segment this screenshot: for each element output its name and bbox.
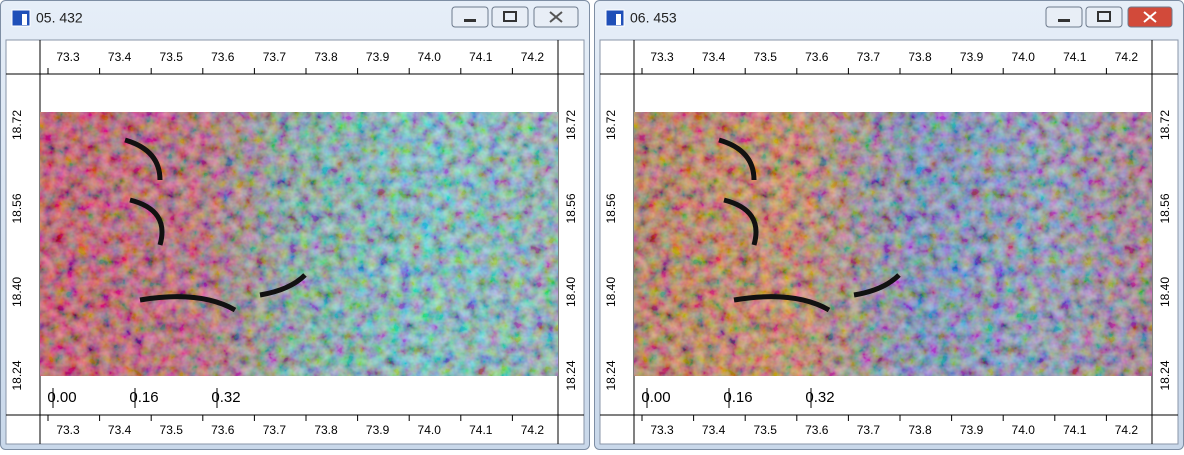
window-title: 06. 453 <box>630 10 677 26</box>
bottom-tick-label: 73.9 <box>366 423 390 437</box>
window-title: 05. 432 <box>36 10 83 26</box>
window: 05. 432 73.3 73.4 73.5 73.6 73.7 73.8 73.9 74.0 7… <box>1 1 590 450</box>
satellite-texture <box>40 112 558 376</box>
top-tick-label: 74.1 <box>1063 50 1087 64</box>
maximize-button[interactable] <box>492 7 528 27</box>
minimize-button[interactable] <box>452 7 488 27</box>
window-icon <box>606 10 624 26</box>
right-tick-label: 18.72 <box>1158 110 1172 140</box>
top-tick-label: 74.0 <box>1012 50 1036 64</box>
left-tick-label: 18.24 <box>604 360 618 390</box>
bottom-tick-label: 73.4 <box>108 423 132 437</box>
desktop: 05. 432 73.3 73.4 73.5 73.6 73.7 73.8 73.9 74.0 7… <box>0 0 1184 450</box>
bottom-tick-label: 73.6 <box>211 423 235 437</box>
right-tick-label: 18.24 <box>1158 360 1172 390</box>
scale-label: 0.32 <box>805 389 834 406</box>
left-tick-label: 18.56 <box>10 193 24 223</box>
left-tick-label: 18.24 <box>10 360 24 390</box>
satellite-texture <box>634 112 1152 376</box>
bottom-tick-label: 74.0 <box>418 423 442 437</box>
scale-label: 0.16 <box>723 389 752 406</box>
right-tick-label: 18.40 <box>564 277 578 307</box>
top-tick-label: 73.8 <box>908 50 932 64</box>
top-tick-label: 73.4 <box>108 50 132 64</box>
top-tick-label: 73.3 <box>650 50 674 64</box>
top-tick-label: 73.5 <box>160 50 184 64</box>
right-tick-label: 18.24 <box>564 360 578 390</box>
bottom-tick-label: 73.7 <box>857 423 881 437</box>
top-tick-label: 73.8 <box>314 50 338 64</box>
bottom-tick-label: 73.5 <box>754 423 778 437</box>
scale-label: 0.16 <box>129 389 158 406</box>
top-tick-label: 73.3 <box>56 50 80 64</box>
top-tick-label: 74.2 <box>521 50 545 64</box>
maximize-button[interactable] <box>1086 7 1122 27</box>
left-tick-label: 18.40 <box>10 277 24 307</box>
bottom-tick-label: 74.2 <box>1115 423 1139 437</box>
scale-label: 0.32 <box>211 389 240 406</box>
top-tick-label: 74.2 <box>1115 50 1139 64</box>
bottom-tick-label: 73.3 <box>56 423 80 437</box>
top-tick-label: 73.5 <box>754 50 778 64</box>
left-tick-label: 18.40 <box>604 277 618 307</box>
scale-label: 0.00 <box>641 389 670 406</box>
right-tick-label: 18.56 <box>564 193 578 223</box>
top-tick-label: 73.9 <box>366 50 390 64</box>
bottom-tick-label: 74.1 <box>1063 423 1087 437</box>
bottom-tick-label: 73.8 <box>314 423 338 437</box>
right-tick-label: 18.56 <box>1158 193 1172 223</box>
left-tick-label: 18.72 <box>604 110 618 140</box>
minimize-glyph <box>1058 19 1070 22</box>
top-tick-label: 73.7 <box>857 50 881 64</box>
window-icon-bar <box>22 14 27 25</box>
right-tick-label: 18.72 <box>564 110 578 140</box>
top-tick-label: 74.1 <box>469 50 493 64</box>
left-tick-label: 18.72 <box>10 110 24 140</box>
left-tick-label: 18.56 <box>604 193 618 223</box>
top-tick-label: 73.4 <box>702 50 726 64</box>
bottom-tick-label: 74.2 <box>521 423 545 437</box>
bottom-tick-label: 73.3 <box>650 423 674 437</box>
bottom-tick-label: 74.1 <box>469 423 493 437</box>
window-icon <box>12 10 30 26</box>
bottom-tick-label: 73.9 <box>960 423 984 437</box>
bottom-tick-label: 73.7 <box>263 423 287 437</box>
bottom-tick-label: 73.8 <box>908 423 932 437</box>
right-tick-label: 18.40 <box>1158 277 1172 307</box>
minimize-glyph <box>464 19 476 22</box>
top-tick-label: 73.7 <box>263 50 287 64</box>
top-tick-label: 73.9 <box>960 50 984 64</box>
bottom-tick-label: 73.6 <box>805 423 829 437</box>
top-tick-label: 73.6 <box>805 50 829 64</box>
bottom-tick-label: 73.4 <box>702 423 726 437</box>
minimize-button[interactable] <box>1046 7 1082 27</box>
bottom-tick-label: 73.5 <box>160 423 184 437</box>
top-tick-label: 73.6 <box>211 50 235 64</box>
bottom-tick-label: 74.0 <box>1012 423 1036 437</box>
page: {"windows": [ {"title": "05. 432", "top_… <box>0 0 1184 450</box>
top-tick-label: 74.0 <box>418 50 442 64</box>
window-icon-bar <box>616 14 621 25</box>
window: 06. 453 73.3 73.4 73.5 73.6 73.7 73.8 73.9 74.0 7… <box>595 1 1184 450</box>
scale-label: 0.00 <box>47 389 76 406</box>
